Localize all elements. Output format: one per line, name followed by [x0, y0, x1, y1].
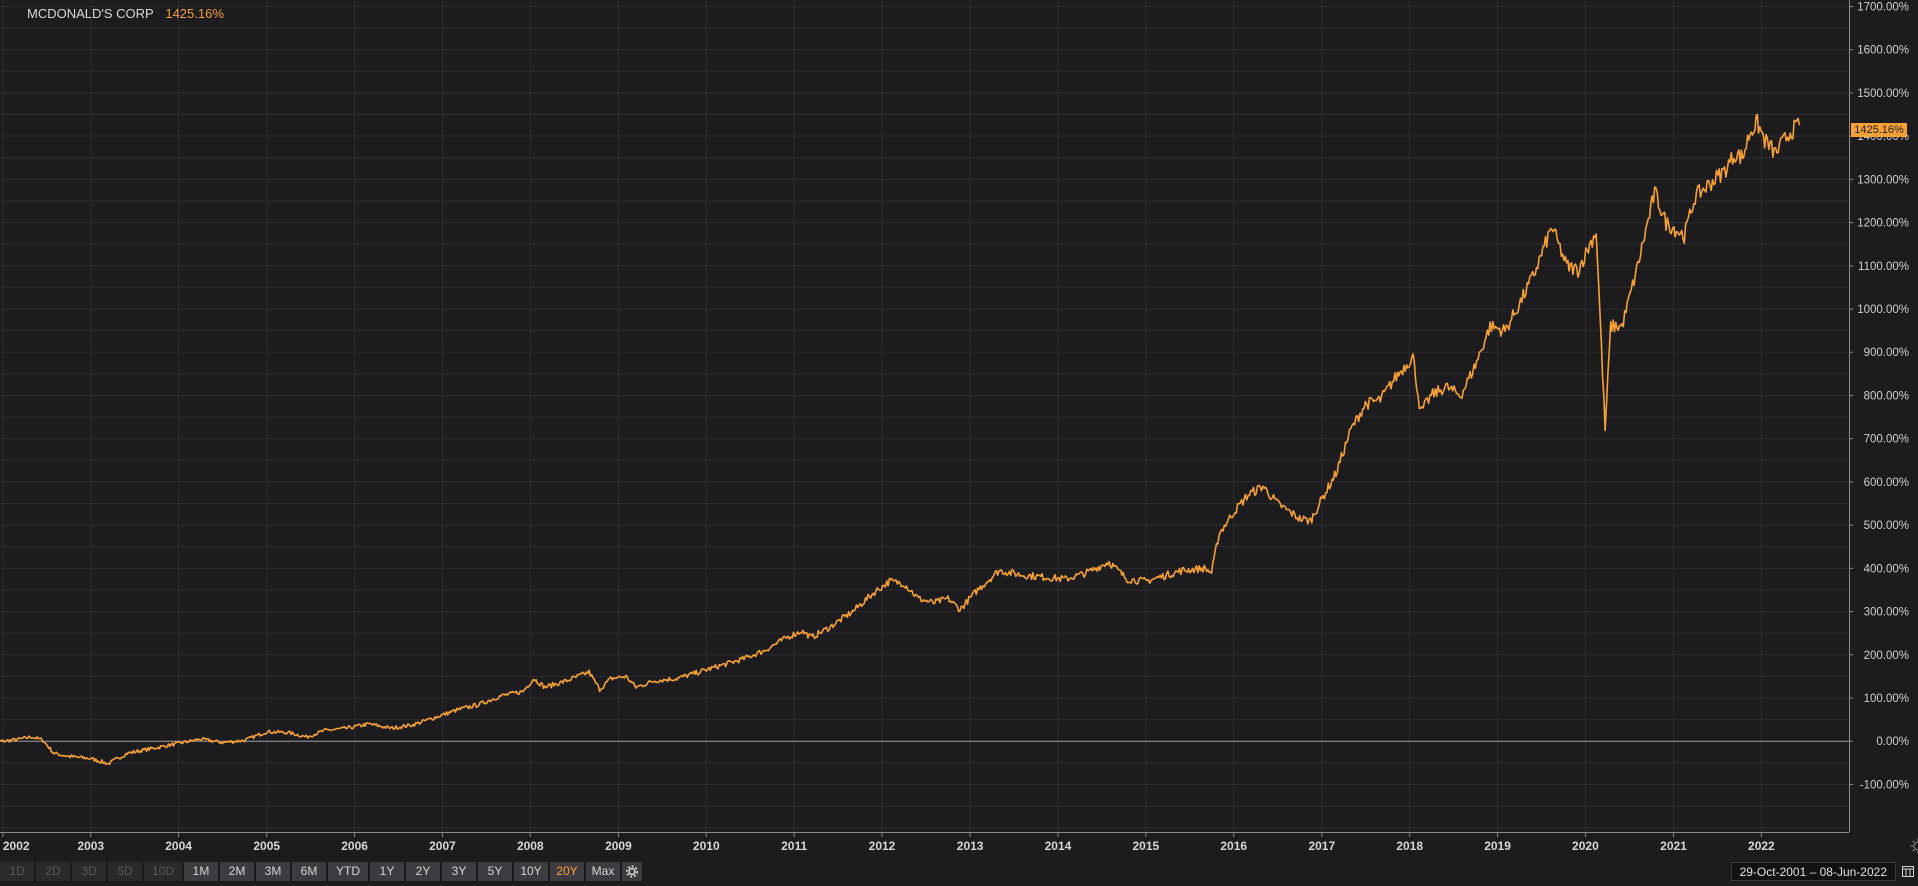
x-tick-label: 2021: [1660, 839, 1687, 853]
y-tick-label: 1600.00%: [1857, 45, 1909, 57]
grid-lines: [0, 0, 1849, 832]
x-tick-label: 2009: [605, 839, 632, 853]
x-tick-label: 2003: [77, 839, 104, 853]
y-tick-label: 200.00%: [1864, 650, 1909, 662]
y-tick-label: 1700.00%: [1857, 1, 1909, 13]
range-button-20y[interactable]: 20Y: [550, 862, 584, 881]
y-tick-label: -100.00%: [1860, 779, 1909, 791]
x-tick-label: 2007: [429, 839, 456, 853]
range-button-1y[interactable]: 1Y: [370, 862, 404, 881]
y-tick-label: 300.00%: [1864, 607, 1909, 619]
x-tick-label: 2014: [1045, 839, 1072, 853]
y-tick-label: 900.00%: [1864, 347, 1909, 359]
y-tick-label: 1200.00%: [1857, 218, 1909, 230]
range-button-1d: 1D: [0, 862, 34, 881]
x-tick-label: 2020: [1572, 839, 1599, 853]
range-button-1m[interactable]: 1M: [184, 862, 218, 881]
range-button-2m[interactable]: 2M: [220, 862, 254, 881]
range-button-2y[interactable]: 2Y: [406, 862, 440, 881]
y-tick-label: 0.00%: [1876, 736, 1909, 748]
x-tick-label: 2008: [517, 839, 544, 853]
chart-settings-icon[interactable]: [1910, 838, 1918, 854]
y-tick-label: 500.00%: [1864, 520, 1909, 532]
range-button-ytd[interactable]: YTD: [328, 862, 368, 881]
y-tick-label: 600.00%: [1864, 477, 1909, 489]
range-button-max[interactable]: Max: [586, 862, 620, 881]
y-tick-label: 100.00%: [1864, 693, 1909, 705]
y-tick-label: 1100.00%: [1858, 261, 1909, 273]
y-axis-ticks: -100.00% 0.00% 100.00% 200.00% 300.00% 400.00…: [1849, 1, 1909, 791]
y-tick-label: 800.00%: [1864, 390, 1909, 402]
x-tick-label: 2015: [1132, 839, 1159, 853]
x-tick-label: 2010: [693, 839, 720, 853]
y-tick-label: 400.00%: [1864, 563, 1909, 575]
y-tick-label: 1000.00%: [1857, 304, 1909, 316]
date-range-display[interactable]: 29-Oct-2001 – 08-Jun-2022: [1730, 862, 1896, 881]
range-button-10d: 10D: [144, 862, 182, 881]
range-button-3y[interactable]: 3Y: [442, 862, 476, 881]
range-button-10y[interactable]: 10Y: [514, 862, 548, 881]
x-tick-label: 2011: [781, 839, 807, 853]
range-settings-button[interactable]: [622, 862, 642, 881]
x-axis-ticks: 2002 2003 2004 2005 2006 2007 2008 2009 2010 2011…: [2, 832, 1775, 853]
x-tick-label: 2019: [1484, 839, 1511, 853]
x-tick-label: 2012: [869, 839, 896, 853]
x-tick-label: 2005: [253, 839, 280, 853]
gear-icon: [626, 865, 638, 878]
x-tick-label: 2006: [341, 839, 368, 853]
x-tick-label: 2022: [1748, 839, 1775, 853]
range-button-5y[interactable]: 5Y: [478, 862, 512, 881]
series-line-mcdonalds[interactable]: [0, 113, 1801, 766]
x-tick-label: 2017: [1308, 839, 1335, 853]
range-button-6m[interactable]: 6M: [292, 862, 326, 881]
y-tick-label: 700.00%: [1864, 434, 1909, 446]
y-tick-label: 1500.00%: [1857, 88, 1909, 100]
range-button-5d: 5D: [108, 862, 142, 881]
chart-area[interactable]: 2002 2003 2004 2005 2006 2007 2008 2009 2010 2011…: [0, 0, 1918, 861]
calendar-icon[interactable]: [1902, 865, 1914, 877]
x-tick-label: 2013: [957, 839, 984, 853]
x-tick-label: 2002: [3, 839, 30, 853]
range-button-3m[interactable]: 3M: [256, 862, 290, 881]
last-value-badge: 1425.16%: [1851, 123, 1907, 137]
x-tick-label: 2004: [165, 839, 192, 853]
x-tick-label: 2018: [1396, 839, 1423, 853]
instrument-return: 1425.16%: [165, 6, 224, 21]
y-tick-label: 1300.00%: [1857, 174, 1909, 186]
chart-title: MCDONALD'S CORP 1425.16%: [27, 6, 224, 21]
x-tick-label: 2016: [1220, 839, 1247, 853]
range-button-3d: 3D: [72, 862, 106, 881]
range-button-2d: 2D: [36, 862, 70, 881]
instrument-name: MCDONALD'S CORP: [27, 6, 154, 21]
range-toolbar: 1D 2D 3D 5D 10D 1M 2M 3M 6M YTD 1Y 2Y 3Y 5Y 10Y 20Y Max …: [0, 861, 1918, 882]
